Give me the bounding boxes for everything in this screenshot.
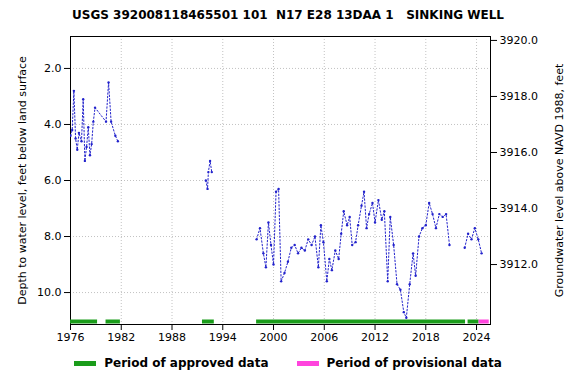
svg-text:8.0: 8.0: [44, 230, 62, 243]
svg-text:2012: 2012: [361, 331, 389, 344]
svg-text:3920.0: 3920.0: [500, 34, 539, 47]
svg-text:1976: 1976: [57, 331, 85, 344]
svg-text:2006: 2006: [310, 331, 338, 344]
svg-text:3916.0: 3916.0: [500, 146, 539, 159]
svg-text:3912.0: 3912.0: [500, 258, 539, 271]
svg-text:1982: 1982: [107, 331, 135, 344]
svg-text:10.0: 10.0: [37, 286, 62, 299]
svg-text:1988: 1988: [158, 331, 186, 344]
svg-text:3914.0: 3914.0: [500, 202, 539, 215]
svg-text:Groundwater level above NAVD 1: Groundwater level above NAVD 1988, feet: [553, 63, 566, 297]
svg-text:Depth to water level, feet bel: Depth to water level, feet below land su…: [16, 56, 29, 305]
svg-text:2.0: 2.0: [44, 62, 62, 75]
svg-text:3918.0: 3918.0: [500, 90, 539, 103]
html-text:Period of provisional data: Period of provisional data: [326, 356, 502, 370]
svg-text:2024: 2024: [463, 331, 491, 344]
svg-text:2018: 2018: [412, 331, 440, 344]
svg-text:1994: 1994: [209, 331, 237, 344]
svg-text:4.0: 4.0: [44, 118, 62, 131]
html-text:USGS 392008118465501 101 N17 E: USGS 392008118465501 101 N17 E28 13DAA 1…: [72, 8, 504, 22]
html-text:Period of approved data: Period of approved data: [104, 356, 269, 370]
svg-text:6.0: 6.0: [44, 174, 62, 187]
svg-text:2000: 2000: [260, 331, 288, 344]
